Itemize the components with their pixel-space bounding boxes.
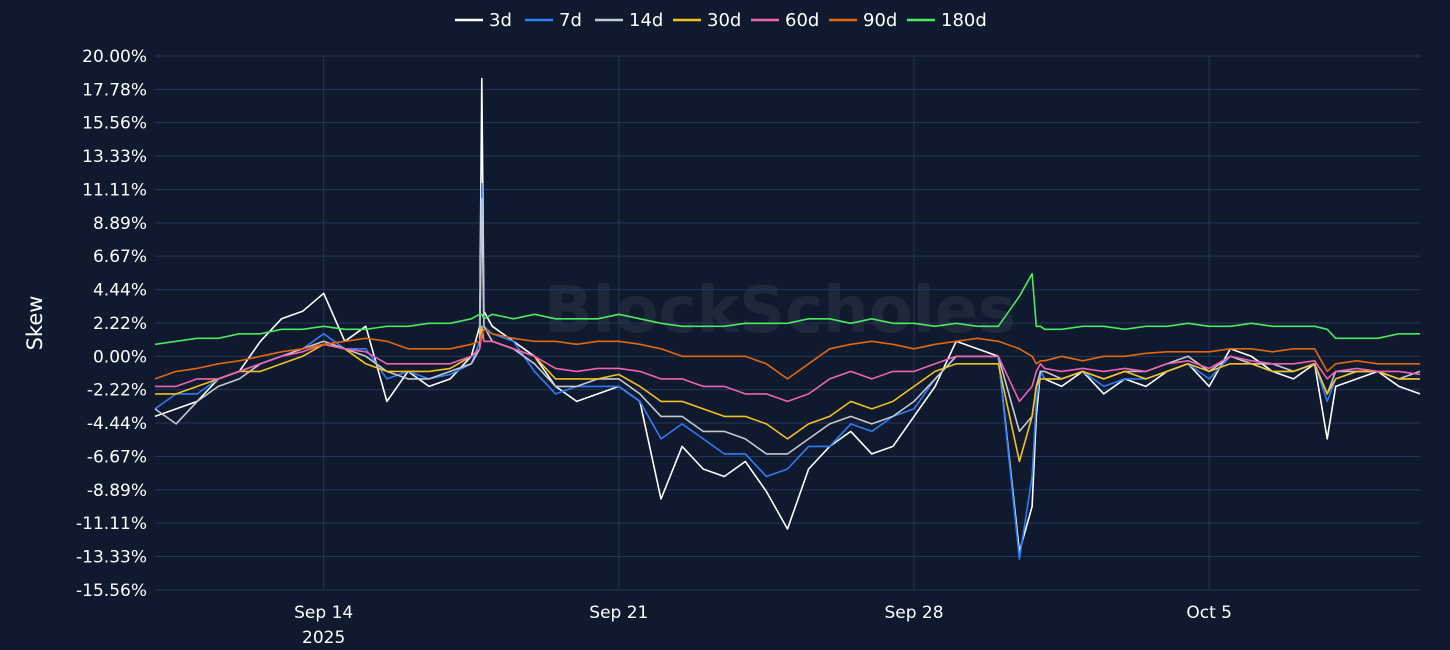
legend-label: 3d [489,10,512,31]
x-tick-label: Sep 14 [294,603,353,623]
series-line-7d [154,182,1420,560]
y-tick-label: -2.22% [87,381,147,401]
legend-label: 30d [707,10,741,31]
series-line-30d [155,325,1420,463]
legend-item-3d[interactable]: 3d [455,10,512,31]
legend-label: 7d [559,10,582,31]
legend-label: 14d [629,10,663,31]
y-tick-label: 0.00% [93,347,147,367]
legend-item-7d[interactable]: 7d [525,10,582,31]
series-line-90d [154,328,1420,380]
x-tick-label: Sep 21 [589,603,648,623]
legend-item-90d[interactable]: 90d [829,10,897,31]
y-tick-label: 17.78% [82,80,147,100]
x-tick-label: Sep 28 [884,603,943,623]
y-tick-label: 2.22% [93,314,147,334]
legend: 3d 7d 14d 30d 60d 90d 180d [455,10,987,31]
y-tick-label: 15.56% [82,114,147,134]
series-line-14d [154,197,1421,455]
watermark-text: BlockScholes [544,274,1016,348]
series-lines [154,77,1421,560]
y-tick-label: 4.44% [93,281,147,301]
y-tick-label: -15.56% [76,581,147,601]
x-axis: Sep 14 2025 Sep 21 Sep 28 Oct 5 [294,603,1232,648]
legend-item-14d[interactable]: 14d [595,10,663,31]
y-axis: 20.00% 17.78% 15.56% 13.33% 11.11% 8.89% 6.67%… [76,47,147,601]
series-line-3d [154,77,1421,553]
y-tick-label: -13.33% [76,548,147,568]
legend-label: 180d [941,10,987,31]
y-tick-label: 13.33% [82,147,147,167]
y-axis-title: Skew [23,296,47,351]
y-tick-label: -6.67% [87,448,147,468]
y-tick-label: 20.00% [82,47,147,67]
y-tick-label: 11.11% [82,181,147,201]
series-line-180d [154,272,1420,346]
legend-item-180d[interactable]: 180d [907,10,987,31]
x-tick-sublabel: 2025 [302,628,345,648]
legend-label: 60d [785,10,819,31]
y-tick-label: -4.44% [87,414,147,434]
y-tick-label: 6.67% [93,247,147,267]
y-tick-label: 8.89% [93,214,147,234]
grid [155,55,1420,591]
legend-item-30d[interactable]: 30d [673,10,741,31]
x-tick-label: Oct 5 [1186,603,1232,623]
y-tick-label: -8.89% [87,481,147,501]
legend-item-60d[interactable]: 60d [751,10,819,31]
y-tick-label: -11.11% [76,514,147,534]
legend-label: 90d [863,10,897,31]
series-line-60d [155,332,1421,403]
